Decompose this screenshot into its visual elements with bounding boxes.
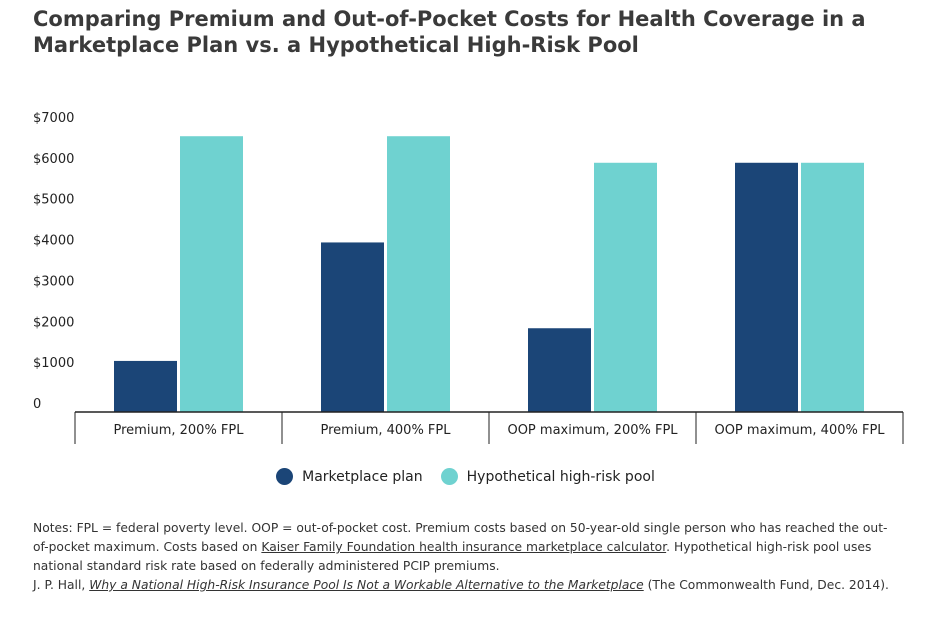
notes-text-1: Notes: FPL = federal poverty level. OOP … [33, 521, 888, 554]
bar-hypothetical-high-risk-pool-1[interactable] [180, 136, 243, 412]
legend-swatch-marketplace [276, 468, 294, 485]
y-tick-label: $3000 [33, 274, 74, 289]
legend-label-marketplace: Marketplace plan [302, 468, 423, 485]
bar-marketplace-plan-3[interactable] [528, 328, 591, 412]
notes: Notes: FPL = federal poverty level. OOP … [33, 519, 901, 595]
y-tick-label: $1000 [33, 356, 74, 371]
legend-item-marketplace[interactable]: Marketplace plan [276, 468, 423, 485]
source-report-link[interactable]: Why a National High-Risk Insurance Pool … [89, 578, 644, 592]
y-tick-label: $5000 [33, 193, 74, 208]
legend: Marketplace plan Hypothetical high-risk … [0, 468, 929, 485]
notes-text-2: . Hypothetical high-risk pool uses natio… [33, 540, 872, 573]
chart-title: Comparing Premium and Out-of-Pocket Cost… [33, 6, 913, 58]
source-paragraph: J. P. Hall, Why a National High-Risk Ins… [33, 576, 901, 595]
bar-hypothetical-high-risk-pool-3[interactable] [594, 162, 657, 412]
x-tick-label: OOP maximum, 400% FPL [714, 423, 885, 438]
y-tick-label: $6000 [33, 152, 74, 167]
source-suffix: (The Commonwealth Fund, Dec. 2014). [643, 578, 889, 592]
bar-marketplace-plan-1[interactable] [114, 360, 177, 412]
source-prefix: J. P. Hall, [33, 578, 90, 592]
chart-title-line-1: Comparing Premium and Out-of-Pocket Cost… [33, 7, 866, 31]
kff-calculator-link[interactable]: Kaiser Family Foundation health insuranc… [261, 540, 667, 554]
legend-item-high-risk-pool[interactable]: Hypothetical high-risk pool [440, 468, 655, 485]
bar-marketplace-plan-2[interactable] [321, 242, 384, 412]
chart-title-line-2: Marketplace Plan vs. a Hypothetical High… [33, 33, 639, 57]
y-tick-label: $4000 [33, 234, 74, 249]
x-tick-label: Premium, 200% FPL [114, 423, 245, 438]
bar-hypothetical-high-risk-pool-2[interactable] [387, 136, 450, 412]
x-tick-label: Premium, 400% FPL [321, 423, 452, 438]
legend-label-high-risk-pool: Hypothetical high-risk pool [466, 468, 655, 485]
y-tick-label: $2000 [33, 315, 74, 330]
bar-hypothetical-high-risk-pool-4[interactable] [801, 162, 864, 412]
bar-chart: 0 $1000 $2000 $3000 $4000 $5000 $6000 $7000 Prem… [33, 111, 904, 444]
legend-swatch-high-risk-pool [440, 468, 458, 485]
y-tick-label: 0 [33, 397, 41, 412]
y-tick-label: $7000 [33, 111, 74, 126]
bar-marketplace-plan-4[interactable] [735, 162, 798, 412]
notes-paragraph: Notes: FPL = federal poverty level. OOP … [33, 519, 901, 576]
x-tick-label: OOP maximum, 200% FPL [507, 423, 678, 438]
